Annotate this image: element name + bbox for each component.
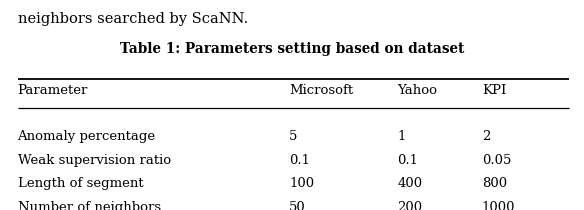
Text: 200: 200 xyxy=(397,201,422,210)
Text: 0.05: 0.05 xyxy=(482,154,511,167)
Text: Anomaly percentage: Anomaly percentage xyxy=(18,130,156,143)
Text: Number of neighbors: Number of neighbors xyxy=(18,201,161,210)
Text: Length of segment: Length of segment xyxy=(18,177,143,190)
Text: Parameter: Parameter xyxy=(18,84,88,97)
Text: neighbors searched by ScaNN.: neighbors searched by ScaNN. xyxy=(18,12,248,26)
Text: 1: 1 xyxy=(397,130,405,143)
Text: Yahoo: Yahoo xyxy=(397,84,437,97)
Text: 2: 2 xyxy=(482,130,490,143)
Text: Weak supervision ratio: Weak supervision ratio xyxy=(18,154,171,167)
Text: 0.1: 0.1 xyxy=(289,154,310,167)
Text: 100: 100 xyxy=(289,177,314,190)
Text: 1000: 1000 xyxy=(482,201,515,210)
Text: 50: 50 xyxy=(289,201,306,210)
Text: Table 1: Parameters setting based on dataset: Table 1: Parameters setting based on dat… xyxy=(120,42,464,56)
Text: KPI: KPI xyxy=(482,84,506,97)
Text: 400: 400 xyxy=(397,177,422,190)
Text: 0.1: 0.1 xyxy=(397,154,418,167)
Text: 800: 800 xyxy=(482,177,507,190)
Text: Microsoft: Microsoft xyxy=(289,84,353,97)
Text: 5: 5 xyxy=(289,130,297,143)
